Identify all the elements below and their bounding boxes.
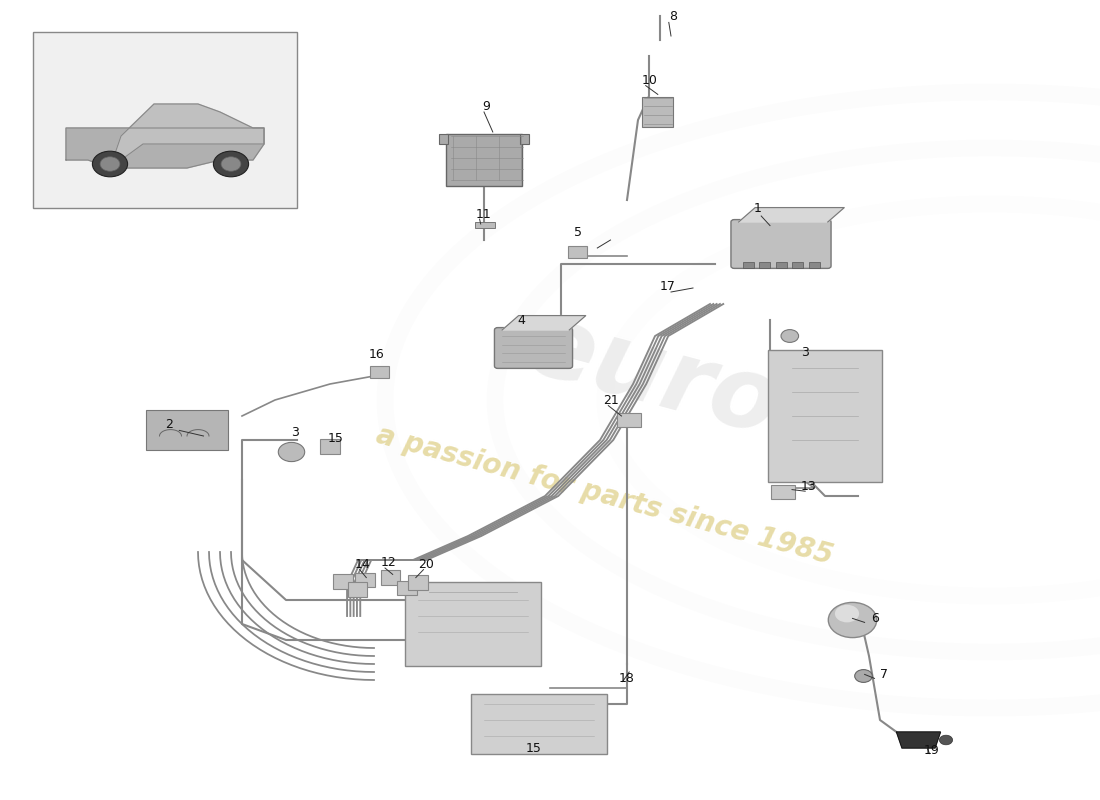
Bar xyxy=(771,485,795,499)
Text: 5: 5 xyxy=(574,226,582,239)
Circle shape xyxy=(100,157,120,171)
FancyBboxPatch shape xyxy=(495,328,572,368)
Text: 13: 13 xyxy=(801,479,816,493)
Circle shape xyxy=(855,670,872,682)
Polygon shape xyxy=(502,316,585,330)
Bar xyxy=(370,366,389,378)
Bar xyxy=(348,582,367,597)
Circle shape xyxy=(221,157,241,171)
Text: 19: 19 xyxy=(924,744,939,757)
Circle shape xyxy=(92,151,128,177)
Text: 6: 6 xyxy=(871,611,879,625)
FancyBboxPatch shape xyxy=(447,134,521,186)
Text: 17: 17 xyxy=(660,279,675,293)
Text: 7: 7 xyxy=(880,669,888,682)
Bar xyxy=(355,573,375,587)
FancyBboxPatch shape xyxy=(768,350,882,482)
FancyBboxPatch shape xyxy=(405,582,541,666)
Text: 8: 8 xyxy=(669,10,676,23)
Bar xyxy=(759,262,770,268)
Bar xyxy=(320,439,340,454)
FancyBboxPatch shape xyxy=(730,219,832,268)
Text: 1: 1 xyxy=(754,202,761,215)
Bar xyxy=(568,246,587,258)
Bar xyxy=(776,262,786,268)
Text: 15: 15 xyxy=(526,742,541,755)
Circle shape xyxy=(835,605,859,622)
Text: 3: 3 xyxy=(801,346,808,359)
Text: 16: 16 xyxy=(368,349,384,362)
Text: a passion for parts since 1985: a passion for parts since 1985 xyxy=(374,422,836,570)
FancyBboxPatch shape xyxy=(33,32,297,208)
Text: euros: euros xyxy=(517,296,847,472)
Text: 15: 15 xyxy=(328,431,343,445)
Circle shape xyxy=(828,602,877,638)
Polygon shape xyxy=(896,732,940,748)
Text: 10: 10 xyxy=(641,74,657,87)
Polygon shape xyxy=(739,208,845,222)
Text: 12: 12 xyxy=(381,557,396,570)
Circle shape xyxy=(939,735,953,745)
Circle shape xyxy=(213,151,249,177)
Text: 3: 3 xyxy=(292,426,299,439)
Bar xyxy=(408,575,428,590)
Text: 11: 11 xyxy=(475,208,491,221)
Bar xyxy=(381,570,400,585)
Text: 2: 2 xyxy=(165,418,173,431)
Bar xyxy=(439,134,449,144)
Bar xyxy=(642,97,673,127)
Text: 9: 9 xyxy=(482,100,490,114)
Bar xyxy=(475,222,495,228)
Bar xyxy=(808,262,820,268)
Circle shape xyxy=(278,442,305,462)
Text: 21: 21 xyxy=(603,394,618,407)
Text: 4: 4 xyxy=(517,314,525,327)
FancyBboxPatch shape xyxy=(146,410,228,450)
Polygon shape xyxy=(110,104,264,168)
Text: 20: 20 xyxy=(418,558,433,571)
FancyBboxPatch shape xyxy=(471,694,607,754)
Bar xyxy=(333,574,353,589)
Bar xyxy=(617,413,641,427)
Bar xyxy=(519,134,528,144)
Text: 18: 18 xyxy=(618,672,634,685)
Circle shape xyxy=(781,330,799,342)
Bar xyxy=(397,581,417,595)
Polygon shape xyxy=(66,128,264,168)
Bar xyxy=(792,262,803,268)
Text: 14: 14 xyxy=(354,558,370,571)
Bar xyxy=(742,262,754,268)
